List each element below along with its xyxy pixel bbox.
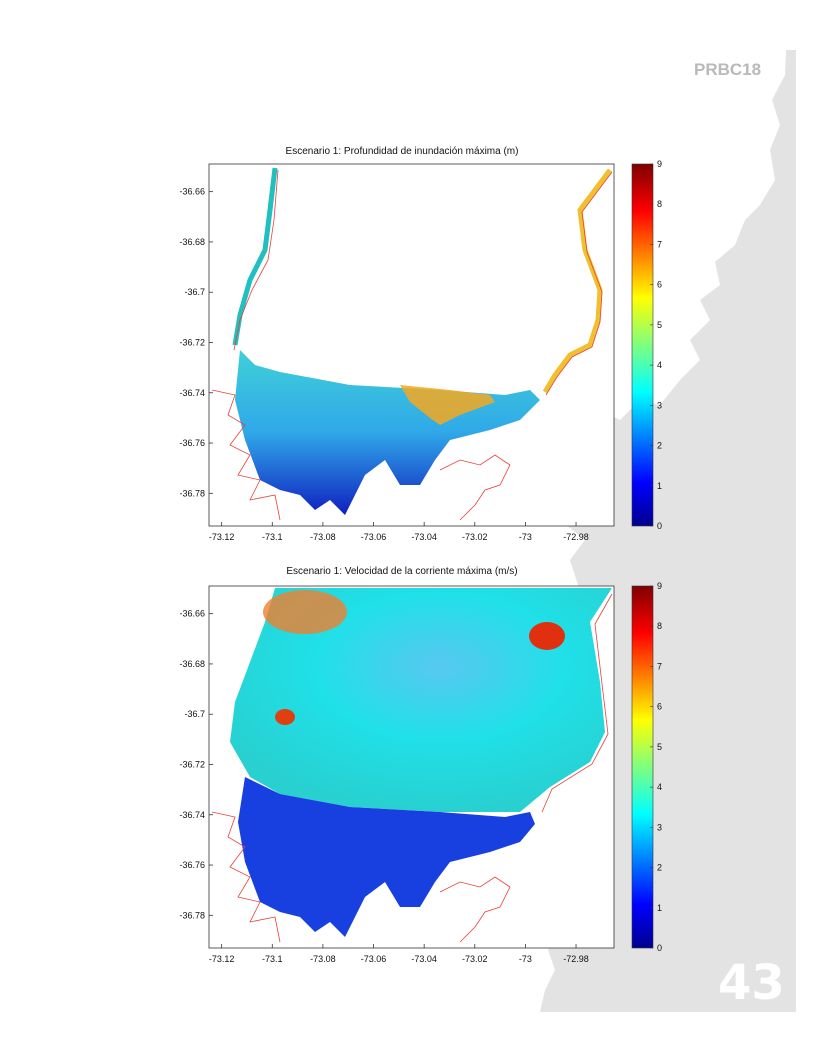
x-tick-label: -73.04	[411, 954, 437, 962]
colorbar-tick-label: 7	[657, 661, 662, 671]
colorbar-tick-label: 4	[657, 782, 662, 792]
plot-area	[208, 585, 615, 949]
colorbar-tick-label: 2	[657, 441, 662, 451]
y-tick-label: -36.78	[179, 910, 205, 920]
x-axis: -73.12 -73.1 -73.08 -73.06 -73.04 -73.02 -73 -7…	[209, 944, 589, 962]
y-tick-label: -36.76	[179, 860, 205, 870]
header-code: PRBC18	[694, 60, 762, 79]
x-tick-label: -73.02	[462, 532, 488, 540]
high-velocity-zone-w	[275, 709, 295, 725]
colorbar-ticks: 9 8 7 6 5 4 3 2 1 0	[650, 159, 662, 531]
y-tick-label: -36.72	[179, 337, 205, 347]
high-velocity-zone-ne	[529, 622, 565, 650]
panel-flood-depth: Escenario 1: Profundidad de inundación m…	[150, 140, 670, 540]
colorbar-tick-label: 8	[657, 199, 662, 209]
x-tick-label: -73.06	[361, 954, 387, 962]
flood-area	[235, 350, 540, 515]
x-axis: -73.12 -73.1 -73.08 -73.06 -73.04 -73.02 -73 -7…	[209, 522, 589, 540]
inner-bay-velocity	[238, 777, 535, 937]
bay-velocity-field	[230, 588, 612, 812]
y-axis: -36.66 -36.68 -36.7 -36.72 -36.74 -36.76 -36.7…	[179, 609, 213, 920]
colorbar-tick-label: 9	[657, 159, 662, 169]
y-tick-label: -36.72	[179, 759, 205, 769]
y-tick-label: -36.68	[179, 659, 205, 669]
x-tick-label: -72.98	[563, 532, 589, 540]
x-tick-label: -73.02	[462, 954, 488, 962]
y-tick-label: -36.66	[179, 187, 205, 197]
x-tick-label: -72.98	[563, 954, 589, 962]
y-tick-label: -36.66	[179, 609, 205, 619]
colorbar-tick-label: 5	[657, 742, 662, 752]
high-velocity-zone-nw	[263, 590, 347, 634]
x-tick-label: -73.04	[411, 532, 437, 540]
coast-outline	[211, 593, 613, 943]
coast-outline	[211, 169, 613, 521]
x-tick-label: -73.08	[310, 954, 336, 962]
x-tick-label: -73.08	[310, 532, 336, 540]
flood-high-zone	[400, 385, 495, 425]
colorbar-tick-label: 0	[657, 943, 662, 953]
x-tick-label: -73.12	[209, 954, 235, 962]
colorbar-tick-label: 4	[657, 360, 662, 370]
x-tick-label: -73	[519, 532, 532, 540]
y-tick-label: -36.78	[179, 488, 205, 498]
x-tick-label: -73	[519, 954, 532, 962]
y-tick-label: -36.74	[179, 810, 205, 820]
x-tick-label: -73.06	[361, 532, 387, 540]
chart-title: Escenario 1: Velocidad de la corriente m…	[286, 566, 517, 577]
colorbar-tick-label: 7	[657, 239, 662, 249]
flood-depth-chart: Escenario 1: Profundidad de inundación m…	[179, 146, 662, 540]
y-tick-label: -36.7	[184, 287, 205, 297]
y-axis: -36.66 -36.68 -36.7 -36.72 -36.74 -36.76 -36.7…	[179, 187, 213, 498]
colorbar-tick-label: 0	[657, 521, 662, 531]
coast-strip-left	[232, 167, 278, 346]
coast-strip-right	[542, 168, 612, 394]
panel-current-velocity: Escenario 1: Velocidad de la corriente m…	[150, 562, 670, 962]
chart-title: Escenario 1: Profundidad de inundación m…	[286, 146, 519, 157]
colorbar-tick-label: 9	[657, 581, 662, 591]
x-tick-label: -73.1	[262, 532, 283, 540]
colorbar-ticks: 9 8 7 6 5 4 3 2 1 0	[650, 581, 662, 953]
colorbar	[631, 585, 654, 949]
colorbar-tick-label: 2	[657, 863, 662, 873]
y-tick-label: -36.7	[184, 709, 205, 719]
colorbar-tick-label: 5	[657, 320, 662, 330]
colorbar-tick-label: 3	[657, 822, 662, 832]
y-tick-label: -36.74	[179, 388, 205, 398]
y-tick-label: -36.76	[179, 438, 205, 448]
x-tick-label: -73.1	[262, 954, 283, 962]
colorbar-tick-label: 6	[657, 702, 662, 712]
plot-area	[208, 163, 615, 527]
colorbar-tick-label: 1	[657, 903, 662, 913]
current-velocity-chart: Escenario 1: Velocidad de la corriente m…	[179, 566, 662, 962]
page-number: 43	[718, 955, 785, 1011]
colorbar	[631, 163, 654, 527]
colorbar-tick-label: 1	[657, 481, 662, 491]
colorbar-tick-label: 6	[657, 280, 662, 290]
colorbar-tick-label: 8	[657, 621, 662, 631]
x-tick-label: -73.12	[209, 532, 235, 540]
y-tick-label: -36.68	[179, 237, 205, 247]
colorbar-tick-label: 3	[657, 400, 662, 410]
